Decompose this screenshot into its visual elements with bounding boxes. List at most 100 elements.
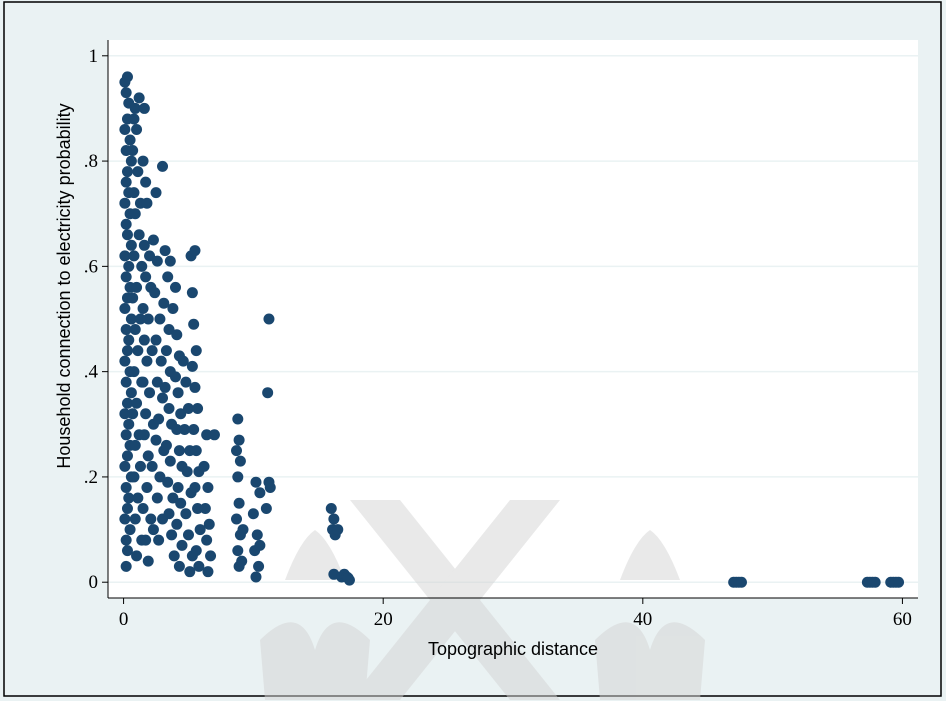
scatter-point bbox=[125, 387, 137, 399]
figure-border bbox=[3, 1, 942, 697]
scatter-point bbox=[120, 271, 132, 283]
scatter-point bbox=[247, 508, 259, 520]
x-tick-label: 40 bbox=[633, 609, 652, 630]
scatter-point bbox=[175, 497, 187, 509]
scatter-point bbox=[186, 360, 198, 372]
scatter-point bbox=[175, 408, 187, 420]
scatter-point bbox=[233, 497, 245, 509]
scatter-point bbox=[172, 387, 184, 399]
scatter-point bbox=[132, 345, 144, 357]
scatter-point bbox=[119, 408, 131, 420]
scatter-point bbox=[262, 387, 274, 399]
scatter-point bbox=[251, 529, 263, 541]
scatter-point bbox=[129, 439, 141, 451]
scatter-point bbox=[120, 324, 132, 336]
scatter-point bbox=[193, 560, 205, 572]
scatter-point bbox=[170, 371, 181, 383]
scatter-point bbox=[231, 513, 243, 525]
scatter-point bbox=[176, 539, 188, 551]
scatter-point bbox=[138, 429, 150, 441]
scatter-point bbox=[160, 345, 172, 357]
scatter-point bbox=[325, 503, 337, 515]
scatter-point bbox=[205, 550, 217, 562]
scatter-point bbox=[260, 503, 272, 515]
scatter-point bbox=[179, 424, 191, 436]
scatter-point bbox=[167, 492, 179, 504]
watermark bbox=[260, 500, 705, 700]
scatter-point bbox=[119, 123, 131, 135]
scatter-point bbox=[158, 297, 170, 309]
scatter-point bbox=[121, 345, 133, 357]
scatter-point bbox=[123, 334, 135, 346]
scatter-point bbox=[199, 503, 211, 515]
scatter-point bbox=[153, 413, 165, 425]
scatter-point bbox=[208, 429, 220, 441]
scatter-point bbox=[133, 229, 145, 241]
scatter-point bbox=[160, 439, 172, 451]
scatter-point bbox=[119, 250, 131, 262]
scatter-point bbox=[144, 250, 156, 262]
scatter-point bbox=[124, 524, 136, 536]
scatter-point bbox=[237, 524, 249, 536]
scatter-point bbox=[173, 445, 185, 457]
y-tick-label: .6 bbox=[84, 256, 98, 277]
scatter-point bbox=[137, 503, 149, 515]
scatter-point bbox=[171, 518, 183, 530]
scatter-point bbox=[159, 245, 171, 257]
scatter-point bbox=[131, 281, 143, 293]
scatter-point bbox=[231, 445, 243, 457]
scatter-point bbox=[120, 429, 132, 441]
scatter-point bbox=[129, 513, 141, 525]
scatter-point bbox=[121, 166, 133, 178]
scatter-point bbox=[177, 355, 189, 367]
scatter-point bbox=[254, 487, 266, 499]
scatter-point bbox=[129, 102, 141, 114]
scatter-point bbox=[188, 424, 200, 436]
scatter-point bbox=[133, 92, 145, 104]
scatter-point bbox=[120, 87, 132, 99]
scatter-point bbox=[140, 408, 152, 420]
scatter-point bbox=[201, 534, 213, 546]
scatter-point bbox=[141, 355, 153, 367]
scatter-point bbox=[145, 513, 157, 525]
scatter-point bbox=[138, 239, 150, 251]
scatter-point bbox=[151, 255, 163, 267]
scatter-point bbox=[202, 566, 214, 578]
scatter-point bbox=[250, 571, 262, 583]
scatter-point bbox=[157, 392, 169, 404]
scatter-point bbox=[138, 334, 150, 346]
scatter-point bbox=[166, 529, 178, 541]
scatter-point bbox=[182, 529, 194, 541]
scatter-point bbox=[232, 545, 244, 557]
scatter-point bbox=[150, 334, 162, 346]
scatter-point bbox=[121, 229, 133, 241]
scatter-point bbox=[125, 155, 137, 167]
scatter-point bbox=[869, 576, 881, 588]
scatter-point bbox=[163, 402, 175, 414]
scatter-point bbox=[128, 187, 140, 199]
scatter-point bbox=[121, 503, 133, 515]
y-tick-label: .4 bbox=[84, 362, 99, 383]
scatter-point bbox=[190, 445, 202, 457]
scatter-point bbox=[138, 102, 150, 114]
scatter-point bbox=[184, 566, 196, 578]
scatter-point bbox=[123, 260, 135, 272]
scatter-point bbox=[134, 460, 146, 472]
x-ticks: 0 20 40 60 bbox=[119, 598, 912, 630]
scatter-point bbox=[120, 376, 132, 388]
y-tick-label: 0 bbox=[89, 572, 99, 593]
scatter-point bbox=[168, 550, 180, 562]
scatter-point bbox=[173, 560, 185, 572]
x-tick-label: 0 bbox=[119, 609, 129, 630]
scatter-point bbox=[127, 408, 139, 420]
scatter-point bbox=[893, 576, 905, 588]
scatter-point bbox=[134, 313, 146, 325]
y-tick-label: .8 bbox=[84, 151, 98, 172]
scatter-point bbox=[186, 287, 198, 299]
scatter-point bbox=[192, 503, 204, 515]
thistle-left-icon bbox=[260, 530, 370, 700]
scatter-point bbox=[167, 302, 179, 314]
scatter-point bbox=[164, 455, 176, 467]
scatter-point bbox=[127, 145, 139, 157]
scatter-point bbox=[735, 576, 747, 588]
